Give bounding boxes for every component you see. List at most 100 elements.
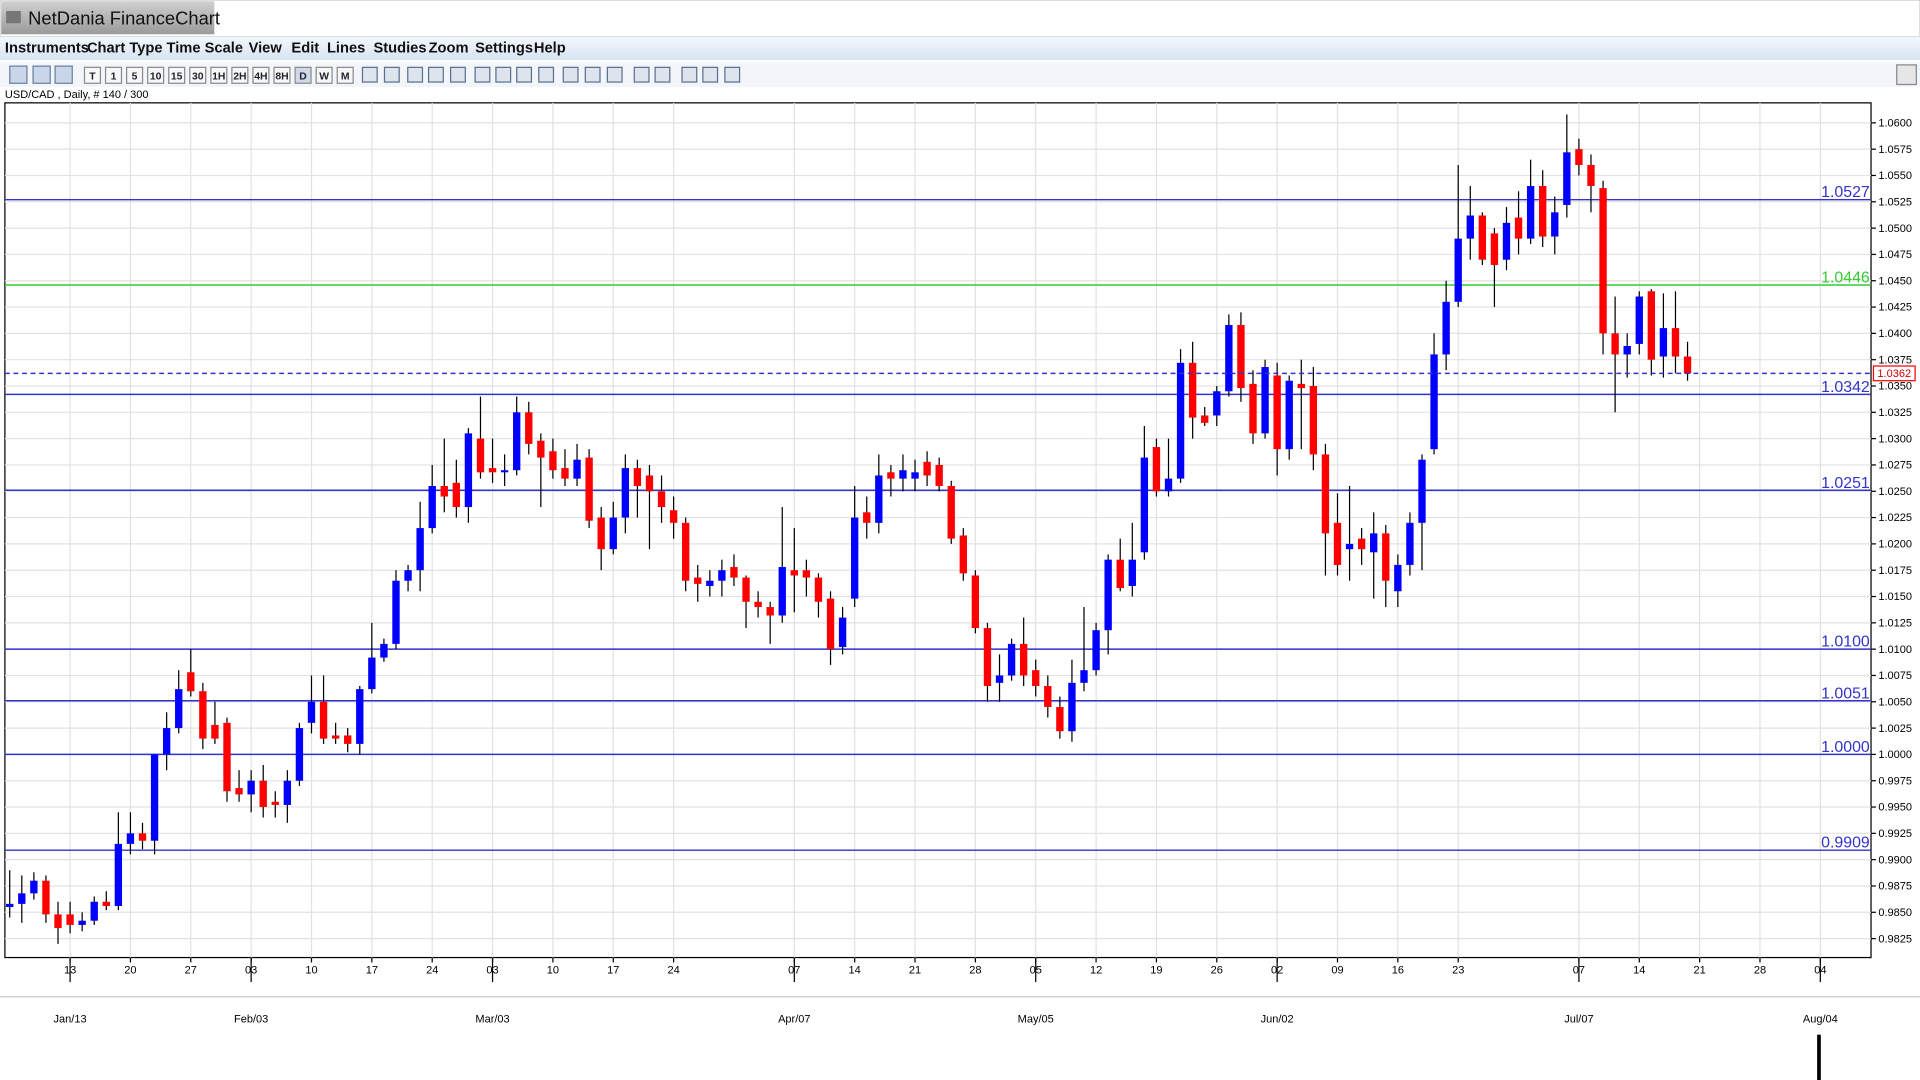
tool-button[interactable] [252, 66, 270, 84]
y-tick-label: 1.0400 [1878, 328, 1912, 340]
candle-body [1176, 362, 1185, 479]
tool-button-label[interactable]: M [341, 72, 350, 83]
tool-button[interactable] [168, 66, 186, 84]
tool-button-label[interactable]: W [319, 72, 329, 83]
x-major-label: Feb/03 [234, 1013, 268, 1025]
candle-body [995, 675, 1004, 683]
candle-body [549, 451, 557, 471]
menu-item[interactable]: Studies [373, 41, 426, 57]
menu-item[interactable]: Time Scale [167, 41, 243, 57]
y-tick-label: 1.0250 [1878, 486, 1912, 498]
menu-item[interactable]: Instruments [5, 41, 89, 57]
tool-icon[interactable] [474, 66, 491, 83]
tool-button[interactable] [336, 66, 354, 84]
tool-button-label[interactable]: T [89, 72, 96, 83]
tool-icon[interactable] [516, 66, 533, 83]
tool-icon[interactable] [495, 66, 512, 83]
tool-button[interactable] [126, 66, 144, 84]
menu-item[interactable]: Help [534, 41, 566, 57]
candle-body [54, 914, 62, 929]
tool-button-label[interactable]: 8H [275, 72, 288, 83]
candle-body [1225, 324, 1233, 392]
x-tick-label: 27 [185, 964, 197, 976]
tool-button-label[interactable]: 1H [212, 72, 225, 83]
candle-body [1635, 296, 1643, 344]
tool-icon[interactable] [654, 66, 671, 83]
candle-body [464, 433, 473, 508]
tool-icon[interactable] [562, 66, 579, 83]
toolbar-buttons: T 1 5 10 15 30 1H 2H 4H 8H D W M [9, 65, 741, 84]
candle-body [1466, 215, 1474, 239]
tool-icon[interactable] [702, 66, 719, 83]
tool-button[interactable] [231, 66, 249, 84]
tool-icon[interactable] [383, 66, 400, 83]
y-tick-label: 1.0500 [1878, 223, 1912, 235]
tool-button[interactable] [315, 66, 333, 84]
tool-button-label[interactable]: 5 [132, 72, 138, 83]
menu-item[interactable]: Settings [475, 41, 533, 57]
candle-body [875, 475, 883, 523]
menu-item[interactable]: Chart Type [87, 41, 163, 57]
tool-button[interactable] [210, 66, 228, 84]
tool-icon[interactable] [407, 66, 424, 83]
tool-button[interactable] [273, 66, 291, 84]
tool-button-label[interactable]: 10 [150, 72, 162, 83]
tool-button[interactable] [189, 66, 207, 84]
tool-icon[interactable] [633, 66, 650, 83]
candle-body [440, 485, 448, 497]
menu-item[interactable]: Lines [327, 41, 365, 57]
tool-button[interactable] [83, 66, 102, 84]
tool-icon[interactable] [538, 66, 555, 83]
level-label: 0.9909 [1821, 835, 1870, 852]
tool-button-label[interactable]: D [299, 72, 307, 83]
level-label: 1.0051 [1821, 685, 1870, 702]
tool-button-label[interactable]: 15 [171, 72, 183, 83]
x-tick-label: 28 [969, 964, 981, 976]
tool-button[interactable] [147, 66, 165, 84]
tool-icon[interactable] [724, 66, 741, 83]
candle-body [1454, 238, 1462, 302]
candle-body [187, 672, 195, 692]
y-tick-label: 0.9900 [1878, 854, 1912, 866]
tool-button-label[interactable]: 30 [192, 72, 204, 83]
candle-body [1285, 380, 1293, 450]
tool-button-label[interactable]: 2H [233, 72, 246, 83]
candle-body [1526, 186, 1535, 239]
tool-icon[interactable] [54, 65, 73, 84]
tool-button-label[interactable]: 1 [111, 72, 117, 83]
x-major-label: May/05 [1018, 1013, 1054, 1025]
tool-icon[interactable] [9, 65, 28, 84]
y-tick-label: 1.0550 [1878, 170, 1912, 182]
candle-body [114, 843, 123, 906]
candle-body [1683, 356, 1692, 374]
tool-button[interactable] [104, 66, 123, 84]
y-tick-label: 1.0175 [1878, 565, 1912, 577]
candle-body [404, 570, 412, 581]
tool-icon[interactable] [606, 66, 623, 83]
tool-button[interactable] [294, 66, 312, 84]
tool-icon[interactable] [361, 66, 378, 83]
candle-body [1321, 454, 1330, 534]
menu-item[interactable]: Zoom [429, 41, 469, 57]
panel-button[interactable] [1896, 64, 1917, 86]
candle-body [1237, 324, 1245, 389]
candle-body [368, 657, 376, 690]
menu-item[interactable]: View [249, 41, 283, 57]
tool-icon[interactable] [681, 66, 698, 83]
candle-body [609, 517, 617, 550]
candle-body [1128, 559, 1136, 586]
candle-body [416, 528, 424, 571]
candle-body [1647, 291, 1656, 360]
tool-icon[interactable] [450, 66, 466, 83]
candle-body [887, 472, 895, 479]
menu-item[interactable]: Edit [291, 41, 319, 57]
y-tick-label: 1.0350 [1878, 381, 1912, 393]
candle-body [1116, 559, 1124, 589]
candle-body [42, 880, 50, 915]
tool-button-label[interactable]: 4H [254, 72, 267, 83]
tool-icon[interactable] [427, 66, 444, 83]
tool-icon[interactable] [32, 65, 51, 84]
tool-icon[interactable] [584, 66, 601, 83]
chart-subtitle: USD/CAD , Daily, # 140 / 300 [5, 89, 149, 101]
